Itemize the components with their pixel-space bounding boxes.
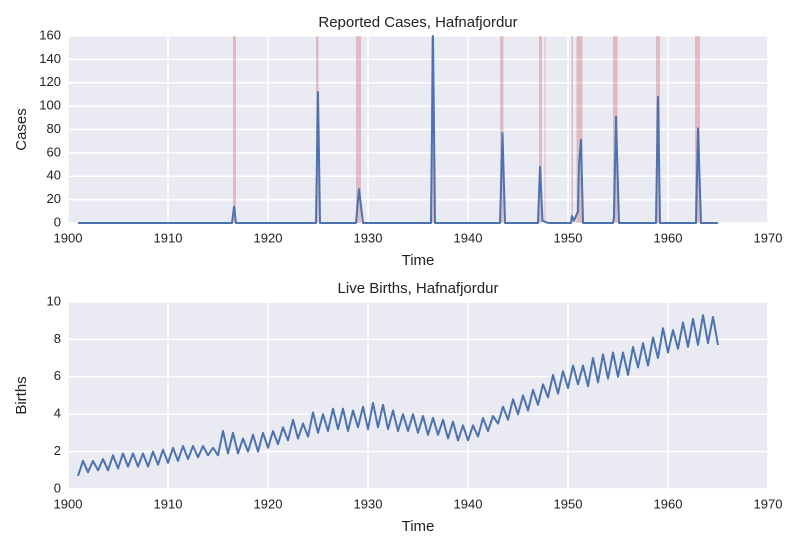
x-tick-label: 1960 [654,496,683,511]
x-tick-label: 1920 [254,230,283,245]
y-axis-label: Births [13,376,30,414]
y-tick-label: 8 [54,331,61,346]
y-tick-label: 100 [39,98,61,113]
highlight-span [576,36,583,223]
y-tick-label: 140 [39,51,61,66]
x-tick-label: 1920 [254,496,283,511]
x-tick-label: 1930 [354,496,383,511]
highlight-span [571,36,573,223]
data-line [77,314,719,477]
subplot: 1900 1910 1920 1930 1940 1950 1960 1970 0 20 40 60 8… [13,14,782,269]
x-tick-label: 1910 [154,230,183,245]
x-axis-label: Time [402,252,435,269]
x-tick-label: 1950 [554,496,583,511]
x-tick-label: 1910 [154,496,183,511]
highlight-span [500,36,504,223]
y-tick-label: 10 [47,293,61,308]
x-tick-label: 1960 [654,230,683,245]
y-tick-label: 20 [47,191,61,206]
x-tick-label: 1900 [54,496,83,511]
highlight-span [233,36,236,223]
x-tick-label: 1970 [754,230,783,245]
chart-title: Live Births, Hafnafjordur [338,280,499,297]
y-axis-label: Cases [13,108,30,151]
plot-background [68,302,768,489]
highlight-span [539,36,542,223]
subplot: 1900 1910 1920 1930 1940 1950 1960 1970 0 2 4 6 8 10 L… [13,280,782,535]
chart-title: Reported Cases, Hafnafjordur [318,14,517,31]
y-tick-label: 4 [54,406,61,421]
y-tick-label: 0 [54,480,61,495]
x-tick-label: 1930 [354,230,383,245]
y-tick-label: 6 [54,368,61,383]
x-tick-label: 1950 [554,230,583,245]
y-tick-label: 2 [54,443,61,458]
data-line [78,35,718,224]
x-tick-label: 1900 [54,230,83,245]
x-tick-label: 1940 [454,496,483,511]
y-tick-label: 160 [39,27,61,42]
x-axis-label: Time [402,518,435,535]
y-tick-label: 40 [47,168,61,183]
x-tick-label: 1940 [454,230,483,245]
highlight-span [544,36,546,223]
y-tick-label: 0 [54,214,61,229]
highlight-span [356,36,361,223]
y-tick-label: 60 [47,144,61,159]
y-tick-label: 120 [39,74,61,89]
x-tick-label: 1970 [754,496,783,511]
y-tick-label: 80 [47,121,61,136]
